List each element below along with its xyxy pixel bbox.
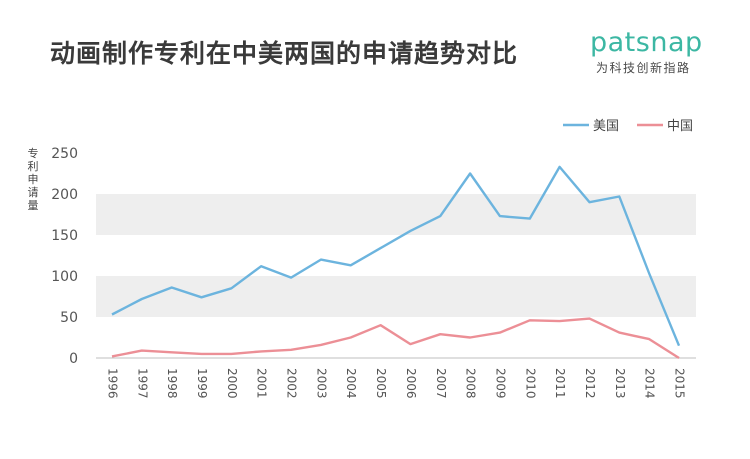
grid-band — [96, 276, 696, 317]
x-tick-label: 2002 — [285, 368, 299, 399]
x-tick-label: 2007 — [434, 368, 448, 399]
x-tick-label: 2000 — [225, 368, 239, 399]
x-tick-label: 2012 — [583, 368, 597, 399]
y-axis-label-char: 申 — [28, 173, 39, 186]
y-tick-label: 200 — [51, 187, 78, 203]
x-tick-label: 2014 — [643, 368, 657, 399]
x-tick-label: 2011 — [553, 368, 567, 399]
y-axis-label-char: 量 — [28, 199, 39, 212]
x-tick-label: 2003 — [314, 368, 328, 399]
y-tick-label: 100 — [51, 269, 78, 285]
y-axis-label-char: 请 — [28, 186, 39, 199]
y-axis-label-char: 专 — [28, 146, 39, 160]
x-tick-label: 2004 — [344, 368, 358, 399]
x-tick-label: 2013 — [613, 368, 627, 399]
x-tick-label: 2015 — [673, 368, 687, 399]
chart-title: 动画制作专利在中美两国的申请趋势对比 — [50, 39, 519, 68]
y-axis-label-char: 利 — [28, 160, 39, 173]
x-tick-label: 1998 — [165, 368, 179, 399]
series-line-cn — [111, 317, 680, 360]
x-tick-label: 2005 — [374, 368, 388, 399]
x-tick-label: 2009 — [493, 368, 507, 399]
x-tick-label: 2006 — [404, 368, 418, 399]
series-line-us — [111, 165, 681, 347]
x-tick-label: 2010 — [523, 368, 537, 399]
x-tick-label: 1996 — [106, 368, 120, 399]
y-tick-label: 0 — [69, 351, 78, 367]
logo-tagline: 为科技创新指路 — [596, 61, 691, 75]
logo-wordmark: patsnap — [590, 27, 703, 58]
y-tick-label: 50 — [60, 310, 78, 326]
legend-label-cn: 中国 — [667, 119, 693, 134]
patsnap-logo: patsnap 为科技创新指路 — [590, 28, 740, 76]
legend-label-us: 美国 — [593, 119, 619, 134]
x-tick-label: 1999 — [195, 368, 209, 399]
y-tick-label: 150 — [51, 228, 78, 244]
x-tick-label: 1997 — [135, 368, 149, 399]
x-tick-label: 2001 — [255, 368, 269, 399]
y-tick-label: 250 — [51, 146, 78, 162]
x-tick-label: 2008 — [464, 368, 478, 399]
